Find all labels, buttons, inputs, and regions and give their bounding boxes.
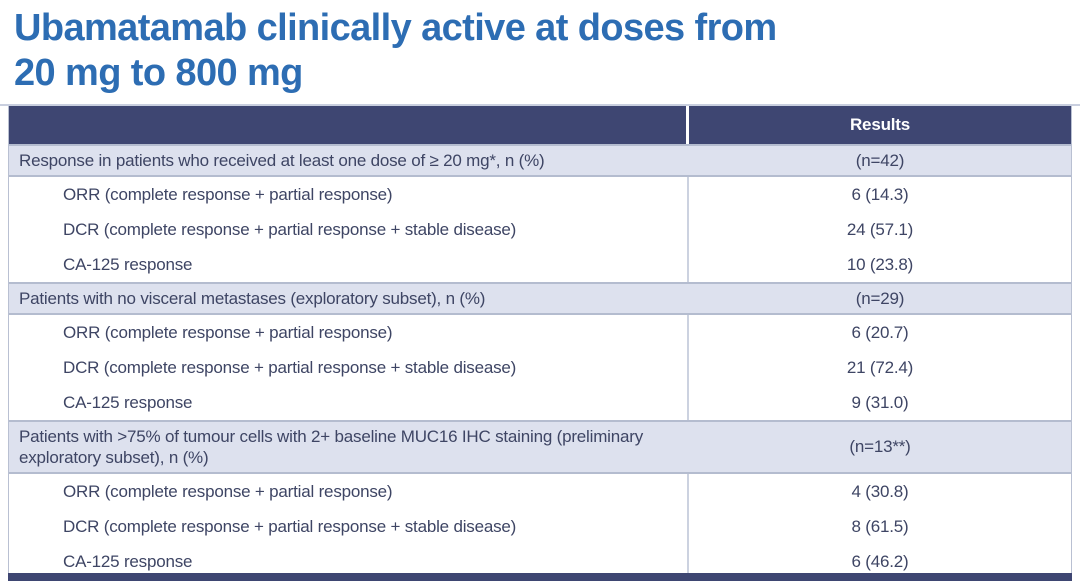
metric-value: 6 (46.2) xyxy=(851,551,909,571)
page-title-line-1: Ubamatamab clinically active at doses fr… xyxy=(14,7,777,49)
metric-label: CA-125 response xyxy=(9,385,689,420)
table-row-dcr: DCR (complete response + partial respons… xyxy=(9,350,1071,385)
metric-value: 4 (30.8) xyxy=(851,481,909,501)
table-row-orr: ORR (complete response + partial respons… xyxy=(9,474,1071,509)
metric-value: 8 (61.5) xyxy=(851,516,909,536)
page-title-line-2: 20 mg to 800 mg xyxy=(14,52,303,94)
section-header-row: Patients with no visceral metastases (ex… xyxy=(9,282,1071,315)
metric-label: DCR (complete response + partial respons… xyxy=(9,212,689,247)
table-row-dcr: DCR (complete response + partial respons… xyxy=(9,509,1071,544)
metric-label: ORR (complete response + partial respons… xyxy=(9,177,689,212)
metric-label: CA-125 response xyxy=(9,247,689,282)
metric-label: DCR (complete response + partial respons… xyxy=(9,509,689,544)
results-table: Results Response in patients who receive… xyxy=(8,106,1072,580)
page-title: Ubamatamab clinically active at doses fr… xyxy=(14,6,1064,96)
table-row-orr: ORR (complete response + partial respons… xyxy=(9,177,1071,212)
section-n-value: (n=42) xyxy=(855,150,905,170)
section-label: Patients with no visceral metastases (ex… xyxy=(19,289,486,308)
metric-label: ORR (complete response + partial respons… xyxy=(9,474,689,509)
section-n-value: (n=29) xyxy=(855,288,905,308)
metric-label: DCR (complete response + partial respons… xyxy=(9,350,689,385)
table-header-row: Results xyxy=(9,106,1071,144)
metric-label: ORR (complete response + partial respons… xyxy=(9,315,689,350)
section-header-row: Patients with >75% of tumour cells with … xyxy=(9,420,1071,474)
header-empty-cell xyxy=(9,106,689,144)
table-row-ca125: CA-125 response 9 (31.0) xyxy=(9,385,1071,420)
table-footer-bar xyxy=(8,573,1072,581)
metric-value: 21 (72.4) xyxy=(846,357,914,377)
metric-value: 10 (23.8) xyxy=(846,254,914,274)
section-dose-20mg: Response in patients who received at lea… xyxy=(9,144,1071,282)
table-row-dcr: DCR (complete response + partial respons… xyxy=(9,212,1071,247)
section-n-value: (n=13**) xyxy=(849,437,911,456)
metric-value: 9 (31.0) xyxy=(851,392,909,412)
section-no-visceral-metastases: Patients with no visceral metastases (ex… xyxy=(9,282,1071,420)
metric-value: 24 (57.1) xyxy=(846,219,914,239)
section-header-row: Response in patients who received at lea… xyxy=(9,144,1071,177)
metric-label: CA-125 response xyxy=(9,544,689,579)
section-muc16-ihc-staining: Patients with >75% of tumour cells with … xyxy=(9,420,1071,579)
title-rule xyxy=(0,104,1080,106)
metric-value: 6 (20.7) xyxy=(851,322,909,342)
section-label: Patients with >75% of tumour cells with … xyxy=(19,427,644,467)
table-row-ca125: CA-125 response 10 (23.8) xyxy=(9,247,1071,282)
metric-value: 6 (14.3) xyxy=(851,184,909,204)
table-row-orr: ORR (complete response + partial respons… xyxy=(9,315,1071,350)
header-results-cell: Results xyxy=(849,115,910,134)
section-label: Response in patients who received at lea… xyxy=(19,151,545,170)
